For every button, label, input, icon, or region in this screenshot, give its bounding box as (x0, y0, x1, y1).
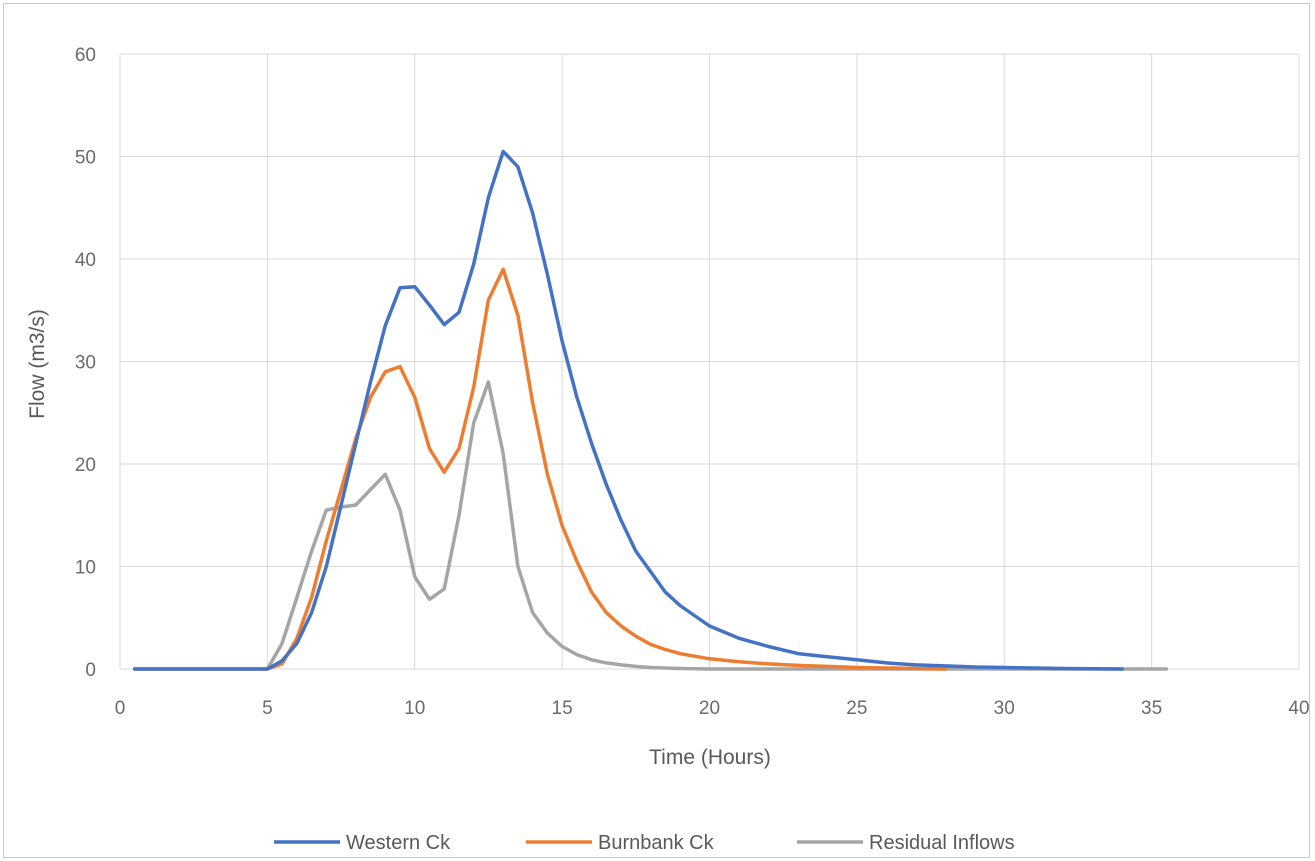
x-tick-label: 40 (1288, 698, 1309, 719)
legend-label: Residual Inflows (869, 832, 1015, 854)
x-tick-label: 20 (699, 698, 720, 719)
x-tick-label: 5 (262, 698, 273, 719)
y-tick-label: 30 (75, 353, 96, 374)
y-tick-label: 50 (75, 148, 96, 169)
x-axis-title: Time (Hours) (649, 746, 771, 769)
series-line-0 (132, 149, 1124, 671)
y-tick-label: 40 (75, 250, 96, 271)
legend-label: Western Ck (346, 832, 451, 854)
legend-entry: Burnbank Ck (526, 832, 715, 854)
legend-entry: Western Ck (274, 832, 451, 854)
x-tick-label: 0 (115, 698, 126, 719)
y-tick-label: 10 (75, 558, 96, 579)
line-chart: 0 10 20 30 40 50 60 0 5 10 15 20 25 30 35 40 Time (Hour… (26, 45, 1310, 854)
y-tick-label: 60 (75, 45, 96, 66)
series-line-2 (132, 380, 1169, 671)
y-axis-title: Flow (m3/s) (26, 309, 49, 419)
x-tick-label: 15 (552, 698, 573, 719)
legend-label: Burnbank Ck (598, 832, 715, 854)
x-tick-label: 10 (404, 698, 425, 719)
chart-frame: 0 10 20 30 40 50 60 0 5 10 15 20 25 30 35 40 Time (Hour… (3, 3, 1310, 858)
tick-labels: 0 10 20 30 40 50 60 0 5 10 15 20 25 30 35 40 (75, 45, 1310, 719)
gridlines (119, 53, 1300, 670)
x-tick-label: 25 (846, 698, 867, 719)
legend: Western Ck Burnbank Ck Residual Inflows (274, 832, 1015, 854)
y-tick-label: 0 (85, 660, 96, 681)
x-tick-label: 30 (994, 698, 1015, 719)
x-tick-label: 35 (1141, 698, 1162, 719)
series-line-1 (132, 267, 948, 671)
series-lines (132, 149, 1169, 671)
y-tick-label: 20 (75, 455, 96, 476)
legend-entry: Residual Inflows (797, 832, 1015, 854)
